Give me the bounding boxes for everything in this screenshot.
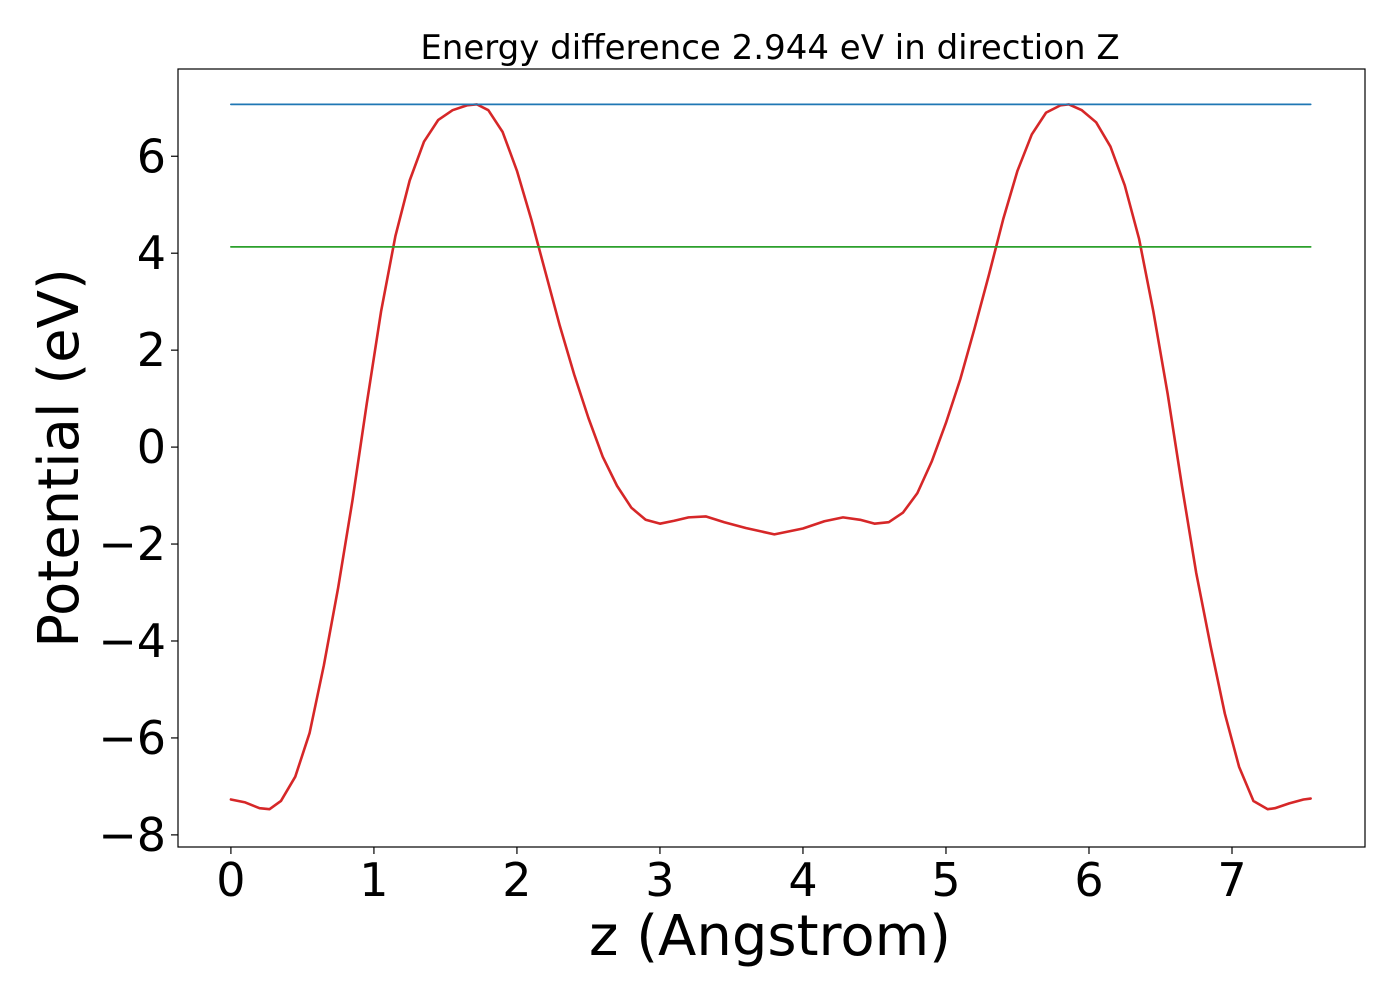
y-tick-label: 6 — [137, 129, 166, 183]
x-tick-label: 2 — [502, 853, 531, 907]
y-tick-label: 2 — [137, 323, 166, 377]
x-tick-label: 3 — [645, 853, 674, 907]
chart-title: Energy difference 2.944 eV in direction … — [420, 28, 1119, 68]
x-axis-ticks: 0 1 2 3 4 5 6 7 — [216, 847, 1247, 907]
series-line-0 — [229, 103, 1312, 811]
y-tick-label: 4 — [137, 226, 166, 280]
x-tick-label: 5 — [931, 853, 960, 907]
y-tick-label: 0 — [137, 420, 166, 474]
y-axis-ticks: −8 −6 −4 −2 0 2 4 6 — [98, 129, 178, 862]
y-tick-label: −6 — [98, 711, 166, 765]
y-axis-label: Potential (eV) — [27, 268, 92, 648]
x-tick-label: 7 — [1217, 853, 1246, 907]
y-tick-label: −4 — [98, 614, 166, 668]
x-tick-label: 1 — [359, 853, 388, 907]
plot-area-frame — [177, 68, 1366, 848]
x-tick-label: 4 — [788, 853, 817, 907]
x-axis-label: z (Angstrom) — [589, 904, 951, 969]
y-tick-label: −2 — [98, 517, 166, 571]
x-tick-label: 6 — [1074, 853, 1103, 907]
y-tick-label: −8 — [98, 808, 166, 862]
x-tick-label: 0 — [216, 853, 245, 907]
series-layer — [229, 103, 1312, 811]
